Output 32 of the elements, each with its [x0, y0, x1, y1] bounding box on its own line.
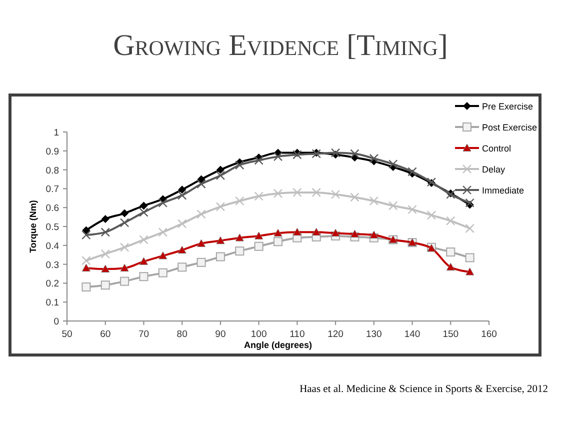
x-tick-label: 110 — [290, 329, 305, 340]
y-tick-label: 0 — [54, 316, 59, 328]
y-tick-label: 0.2 — [46, 278, 59, 290]
y-tick-label: 0.3 — [46, 260, 59, 271]
y-tick-label: 0.9 — [46, 146, 59, 158]
y-axis-title: Torque (Nm) — [28, 200, 38, 253]
legend-label: Immediate — [482, 186, 524, 196]
x-tick-label: 150 — [442, 329, 459, 340]
x-tick-label: 130 — [366, 329, 382, 340]
y-tick-label: 0.6 — [46, 203, 59, 214]
x-tick-label: 100 — [250, 329, 267, 340]
x-tick-label: 120 — [328, 329, 344, 340]
chart-title: Growing Evidence [Timing] — [113, 29, 448, 62]
x-tick-label: 50 — [62, 329, 72, 340]
text: Haas et al. Medicine & Science in Sports & Exercise, 2012 — [300, 384, 548, 395]
legend-label: Control — [482, 144, 512, 154]
y-tick-label: 0.5 — [46, 222, 59, 233]
x-tick-label: 70 — [138, 329, 150, 340]
x-tick-label: 140 — [404, 329, 420, 340]
y-tick-label: 0.8 — [46, 165, 59, 176]
y-tick-label: 0.1 — [46, 298, 59, 309]
y-tick-label: 1 — [54, 128, 59, 138]
legend-label: Post Exercise — [482, 122, 538, 132]
x-axis-title: Angle (degrees) — [244, 340, 312, 350]
x-tick-label: 160 — [481, 329, 497, 340]
x-tick-label: 80 — [176, 329, 188, 340]
y-tick-label: 0.4 — [46, 240, 59, 252]
legend-label: Delay — [482, 164, 506, 174]
legend-label: Pre Exercise — [482, 102, 534, 112]
x-tick-label: 90 — [215, 329, 226, 340]
y-tick-label: 0.7 — [46, 184, 59, 196]
x-tick-label: 60 — [100, 329, 111, 340]
